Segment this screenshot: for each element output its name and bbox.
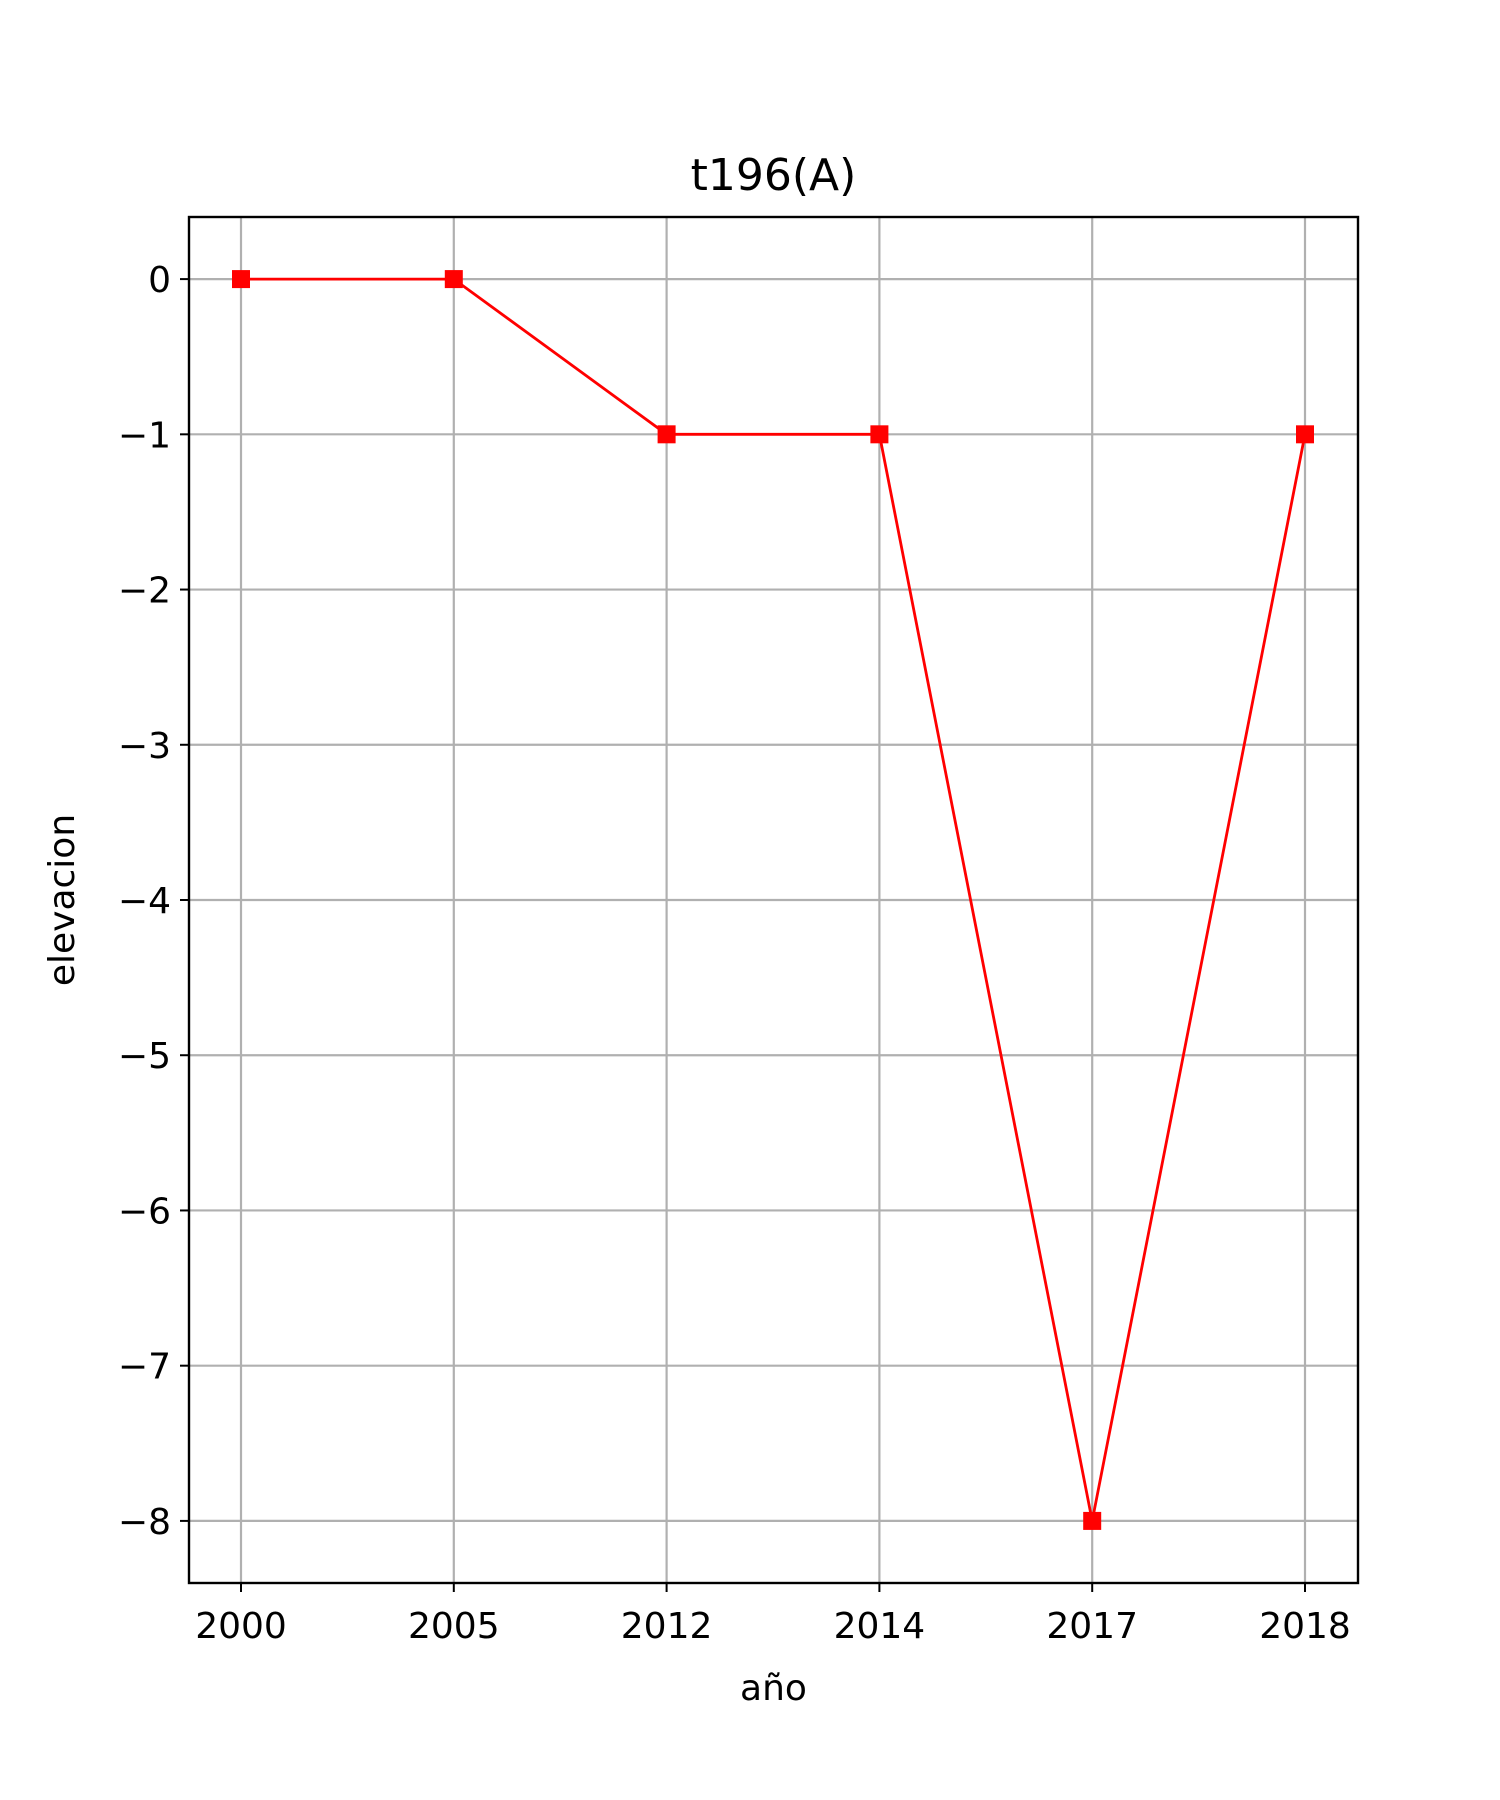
y-tick-label: −4 <box>118 881 171 922</box>
y-tick-label: −2 <box>118 571 171 612</box>
chart-title: t196(A) <box>691 150 857 201</box>
data-point-marker <box>1083 1511 1102 1530</box>
ticks: 2000 2005 2012 2014 2017 2018 0 −1 −2 −3 −4 −5 −6 −7 −… <box>118 260 1351 1647</box>
data-point-marker <box>1296 425 1314 444</box>
data-point-marker <box>657 425 676 444</box>
grid <box>189 217 1358 1583</box>
x-axis-label: año <box>740 1668 807 1709</box>
data-point-marker <box>232 270 250 289</box>
y-axis-label: elevacion <box>42 814 83 986</box>
y-tick-label: −5 <box>118 1036 171 1077</box>
x-tick-label: 2014 <box>834 1606 926 1647</box>
y-tick-label: −3 <box>118 726 171 767</box>
y-tick-label: −7 <box>118 1347 171 1388</box>
y-tick-label: 0 <box>148 260 171 301</box>
x-tick-label: 2000 <box>195 1606 287 1647</box>
y-tick-label: −8 <box>118 1502 171 1543</box>
x-tick-label: 2005 <box>408 1606 500 1647</box>
y-tick-label: −6 <box>118 1191 171 1232</box>
y-tick-label: −1 <box>118 415 171 456</box>
x-tick-label: 2017 <box>1046 1606 1138 1647</box>
x-tick-label: 2018 <box>1259 1606 1351 1647</box>
data-point-marker <box>444 270 463 289</box>
data-point-marker <box>870 425 889 444</box>
series <box>232 270 1314 1530</box>
series-line <box>241 277 1307 1522</box>
x-tick-label: 2012 <box>621 1606 713 1647</box>
